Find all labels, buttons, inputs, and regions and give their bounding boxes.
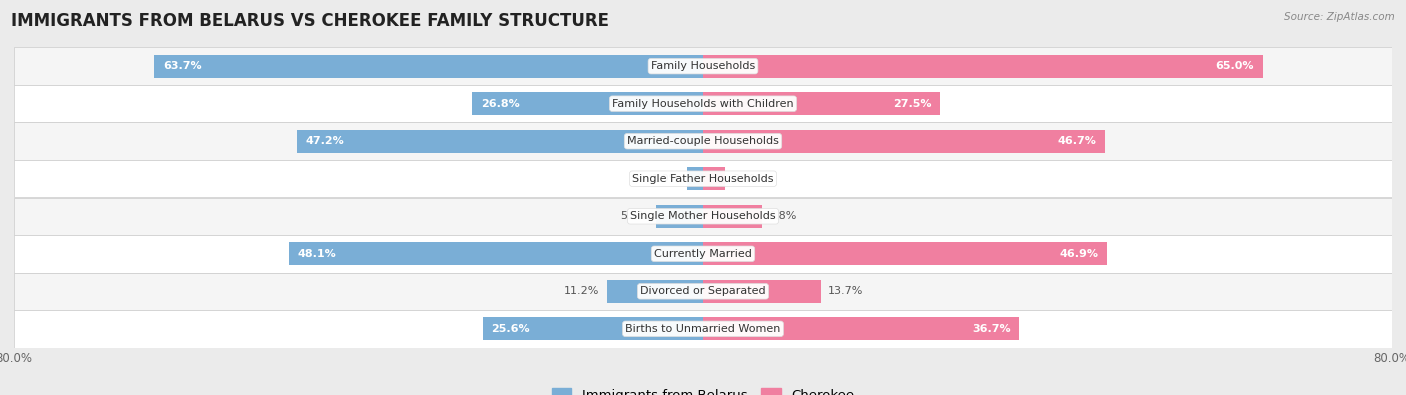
Bar — [14, 198, 1392, 235]
Bar — [482, 317, 703, 340]
Text: 46.9%: 46.9% — [1059, 249, 1098, 259]
Text: 25.6%: 25.6% — [491, 324, 530, 334]
Text: 46.7%: 46.7% — [1057, 136, 1097, 146]
Bar — [297, 130, 703, 153]
Legend: Immigrants from Belarus, Cherokee: Immigrants from Belarus, Cherokee — [547, 383, 859, 395]
Bar — [655, 205, 703, 228]
Text: 2.6%: 2.6% — [733, 174, 761, 184]
Text: 65.0%: 65.0% — [1216, 61, 1254, 71]
Bar — [14, 85, 1392, 122]
Text: 63.7%: 63.7% — [163, 61, 201, 71]
Bar — [703, 205, 762, 228]
Bar — [472, 92, 703, 115]
Bar — [703, 130, 1105, 153]
Bar — [703, 317, 1019, 340]
Text: Currently Married: Currently Married — [654, 249, 752, 259]
Text: Single Mother Households: Single Mother Households — [630, 211, 776, 221]
Bar — [14, 122, 1392, 160]
Bar — [14, 273, 1392, 310]
Text: 47.2%: 47.2% — [305, 136, 344, 146]
Text: 27.5%: 27.5% — [893, 99, 931, 109]
Bar — [686, 167, 703, 190]
Bar — [14, 160, 1392, 198]
Text: Family Households: Family Households — [651, 61, 755, 71]
Text: IMMIGRANTS FROM BELARUS VS CHEROKEE FAMILY STRUCTURE: IMMIGRANTS FROM BELARUS VS CHEROKEE FAMI… — [11, 12, 609, 30]
Bar — [14, 310, 1392, 348]
Text: Single Father Households: Single Father Households — [633, 174, 773, 184]
Text: 5.5%: 5.5% — [620, 211, 648, 221]
Text: Family Households with Children: Family Households with Children — [612, 99, 794, 109]
Text: 11.2%: 11.2% — [564, 286, 599, 296]
Bar — [703, 92, 939, 115]
Bar — [703, 167, 725, 190]
Text: 1.9%: 1.9% — [651, 174, 679, 184]
Text: 6.8%: 6.8% — [769, 211, 797, 221]
Bar — [14, 47, 1392, 85]
Text: 26.8%: 26.8% — [481, 99, 520, 109]
Text: 13.7%: 13.7% — [828, 286, 863, 296]
Text: Source: ZipAtlas.com: Source: ZipAtlas.com — [1284, 12, 1395, 22]
Text: Births to Unmarried Women: Births to Unmarried Women — [626, 324, 780, 334]
Bar — [703, 280, 821, 303]
Bar — [703, 55, 1263, 78]
Bar — [155, 55, 703, 78]
Text: 36.7%: 36.7% — [972, 324, 1011, 334]
Bar — [703, 242, 1107, 265]
Text: Married-couple Households: Married-couple Households — [627, 136, 779, 146]
Text: Divorced or Separated: Divorced or Separated — [640, 286, 766, 296]
Bar — [14, 235, 1392, 273]
Bar — [606, 280, 703, 303]
Text: 48.1%: 48.1% — [298, 249, 336, 259]
Bar — [288, 242, 703, 265]
